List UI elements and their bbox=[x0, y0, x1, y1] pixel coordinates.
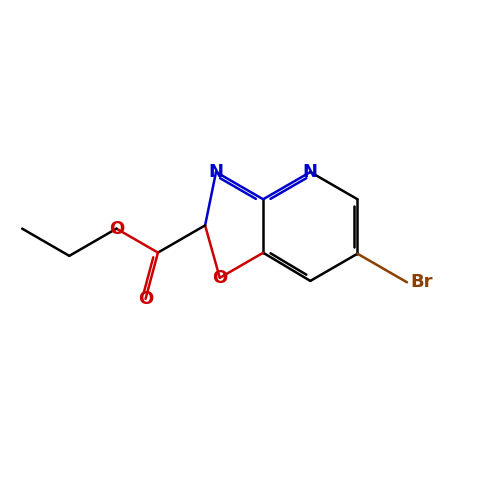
Text: N: N bbox=[208, 163, 224, 181]
Text: O: O bbox=[109, 220, 124, 238]
Text: Br: Br bbox=[411, 274, 433, 291]
Text: O: O bbox=[212, 269, 228, 287]
Text: O: O bbox=[138, 290, 153, 308]
Text: N: N bbox=[303, 163, 318, 181]
